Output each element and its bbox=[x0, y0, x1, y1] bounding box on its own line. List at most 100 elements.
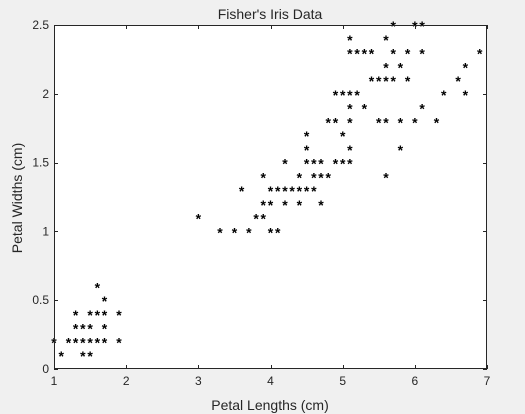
data-point: * bbox=[102, 307, 108, 323]
data-point: * bbox=[318, 169, 324, 185]
data-point: * bbox=[318, 156, 324, 172]
data-point: * bbox=[102, 334, 108, 350]
data-point: * bbox=[80, 334, 86, 350]
data-point: * bbox=[463, 59, 469, 75]
data-point: * bbox=[383, 73, 389, 89]
data-point: * bbox=[340, 87, 346, 103]
data-point: * bbox=[311, 169, 317, 185]
data-point: * bbox=[102, 293, 108, 309]
data-point: * bbox=[463, 87, 469, 103]
data-point: * bbox=[304, 156, 310, 172]
data-point: * bbox=[282, 197, 288, 213]
data-point: * bbox=[304, 142, 310, 158]
data-point: * bbox=[80, 348, 86, 364]
data-point: * bbox=[340, 156, 346, 172]
data-point: * bbox=[383, 59, 389, 75]
data-point: * bbox=[383, 32, 389, 48]
data-point: * bbox=[239, 183, 245, 199]
data-point: * bbox=[383, 114, 389, 130]
data-point: * bbox=[87, 348, 93, 364]
data-point: * bbox=[362, 101, 368, 117]
data-point: * bbox=[87, 307, 93, 323]
data-point: * bbox=[102, 321, 108, 337]
x-tick-label: 2 bbox=[123, 374, 130, 388]
data-point: * bbox=[369, 73, 375, 89]
data-point: * bbox=[434, 114, 440, 130]
data-point: * bbox=[326, 114, 332, 130]
data-point: * bbox=[217, 224, 223, 240]
chart-title: Fisher's Iris Data bbox=[218, 6, 323, 22]
data-point: * bbox=[275, 224, 281, 240]
data-point: * bbox=[261, 169, 267, 185]
data-point: * bbox=[362, 46, 368, 62]
data-point: * bbox=[253, 211, 259, 227]
data-point: * bbox=[383, 169, 389, 185]
data-point: * bbox=[477, 46, 483, 62]
data-point: * bbox=[304, 128, 310, 144]
data-point: * bbox=[354, 87, 360, 103]
data-point: * bbox=[87, 334, 93, 350]
data-point: * bbox=[196, 211, 202, 227]
data-point: * bbox=[297, 183, 303, 199]
data-point: * bbox=[73, 321, 79, 337]
data-point: * bbox=[261, 211, 267, 227]
data-point: * bbox=[73, 307, 79, 323]
x-tick-labels: 1 2 3 4 5 6 7 bbox=[51, 374, 491, 388]
data-point: * bbox=[347, 101, 353, 117]
data-point: * bbox=[376, 114, 382, 130]
data-point: * bbox=[311, 183, 317, 199]
data-point: * bbox=[326, 169, 332, 185]
data-point: * bbox=[116, 334, 122, 350]
data-point: * bbox=[268, 197, 274, 213]
x-axis-label: Petal Lengths (cm) bbox=[211, 397, 329, 413]
x-tick-label: 5 bbox=[339, 374, 346, 388]
data-point: * bbox=[441, 87, 447, 103]
data-point: * bbox=[398, 142, 404, 158]
data-point: * bbox=[297, 169, 303, 185]
data-point: * bbox=[333, 156, 339, 172]
y-tick-label: 1.5 bbox=[32, 156, 49, 170]
data-point: * bbox=[405, 46, 411, 62]
plot-frame bbox=[54, 25, 487, 369]
data-point: * bbox=[340, 128, 346, 144]
data-point: * bbox=[412, 114, 418, 130]
data-point: * bbox=[347, 142, 353, 158]
data-point: * bbox=[95, 279, 101, 295]
data-point: * bbox=[398, 59, 404, 75]
data-point: * bbox=[455, 73, 461, 89]
data-point: * bbox=[268, 183, 274, 199]
plot-area bbox=[54, 25, 487, 369]
data-point: * bbox=[376, 73, 382, 89]
data-point: * bbox=[95, 334, 101, 350]
data-point: * bbox=[282, 156, 288, 172]
y-tick-label: 2.5 bbox=[32, 18, 49, 32]
data-point: * bbox=[282, 183, 288, 199]
data-point: * bbox=[80, 321, 86, 337]
data-point: * bbox=[261, 197, 267, 213]
y-tick-label: 0 bbox=[42, 362, 49, 376]
data-point: * bbox=[369, 46, 375, 62]
y-tick-label: 0.5 bbox=[32, 293, 49, 307]
data-point: * bbox=[333, 87, 339, 103]
data-point: * bbox=[289, 183, 295, 199]
x-tick-label: 6 bbox=[411, 374, 418, 388]
x-tick-label: 1 bbox=[51, 374, 58, 388]
data-point: * bbox=[347, 114, 353, 130]
x-tick-label: 4 bbox=[267, 374, 274, 388]
data-point: * bbox=[268, 224, 274, 240]
y-tick-labels: 0 0.5 1 1.5 2 2.5 bbox=[32, 18, 49, 376]
data-point: * bbox=[232, 224, 238, 240]
data-point: * bbox=[66, 334, 72, 350]
data-point: * bbox=[318, 197, 324, 213]
data-point: * bbox=[347, 87, 353, 103]
data-point: * bbox=[390, 46, 396, 62]
data-point: * bbox=[304, 183, 310, 199]
data-point: * bbox=[347, 46, 353, 62]
data-point: * bbox=[58, 348, 64, 364]
data-point: * bbox=[354, 46, 360, 62]
y-tick-label: 2 bbox=[42, 87, 49, 101]
data-point: * bbox=[297, 197, 303, 213]
data-point: * bbox=[398, 114, 404, 130]
data-point: * bbox=[333, 114, 339, 130]
